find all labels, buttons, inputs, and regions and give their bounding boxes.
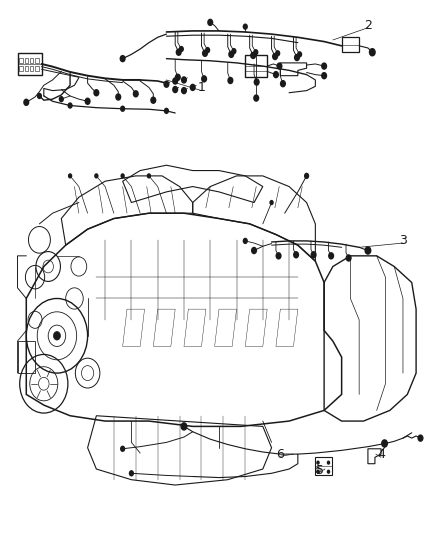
Text: 3: 3 bbox=[399, 235, 407, 247]
Bar bbox=[25, 58, 28, 63]
Bar bbox=[30, 66, 33, 71]
Circle shape bbox=[304, 173, 309, 179]
Circle shape bbox=[176, 49, 182, 56]
Circle shape bbox=[231, 48, 237, 54]
Circle shape bbox=[364, 246, 371, 255]
Circle shape bbox=[228, 51, 234, 58]
Circle shape bbox=[120, 106, 125, 112]
Circle shape bbox=[93, 89, 99, 96]
Circle shape bbox=[327, 461, 330, 465]
Circle shape bbox=[120, 446, 125, 452]
Circle shape bbox=[369, 48, 376, 56]
Circle shape bbox=[190, 84, 196, 91]
Circle shape bbox=[68, 173, 72, 179]
Circle shape bbox=[254, 78, 260, 86]
Bar bbox=[18, 53, 42, 75]
Circle shape bbox=[85, 98, 91, 105]
Bar bbox=[35, 66, 39, 71]
Circle shape bbox=[133, 90, 139, 98]
Circle shape bbox=[243, 238, 248, 244]
Bar bbox=[19, 66, 23, 71]
Circle shape bbox=[243, 23, 248, 30]
Circle shape bbox=[275, 50, 280, 56]
Circle shape bbox=[276, 62, 283, 70]
Circle shape bbox=[294, 54, 300, 61]
Circle shape bbox=[53, 332, 60, 340]
Bar bbox=[35, 58, 39, 63]
Circle shape bbox=[328, 252, 334, 260]
Circle shape bbox=[150, 96, 156, 104]
Circle shape bbox=[311, 251, 317, 259]
Circle shape bbox=[207, 19, 213, 26]
Circle shape bbox=[147, 173, 151, 179]
Circle shape bbox=[381, 439, 388, 448]
Circle shape bbox=[129, 470, 134, 477]
Circle shape bbox=[272, 53, 278, 60]
Circle shape bbox=[172, 77, 178, 85]
Circle shape bbox=[163, 80, 170, 88]
Circle shape bbox=[201, 75, 207, 83]
Bar bbox=[25, 66, 28, 71]
Circle shape bbox=[23, 99, 29, 106]
Bar bbox=[342, 37, 359, 52]
Circle shape bbox=[327, 470, 330, 474]
Text: 5: 5 bbox=[316, 464, 324, 477]
Circle shape bbox=[205, 47, 210, 53]
Bar bbox=[19, 58, 23, 63]
Circle shape bbox=[346, 254, 352, 262]
Circle shape bbox=[172, 86, 178, 93]
Bar bbox=[30, 58, 33, 63]
Circle shape bbox=[316, 461, 320, 465]
Circle shape bbox=[115, 93, 121, 101]
Circle shape bbox=[321, 72, 327, 79]
Circle shape bbox=[179, 46, 184, 52]
Circle shape bbox=[253, 49, 258, 55]
Circle shape bbox=[94, 173, 99, 179]
Bar bbox=[245, 55, 267, 77]
Circle shape bbox=[227, 77, 233, 84]
Circle shape bbox=[417, 434, 424, 442]
Circle shape bbox=[180, 422, 187, 431]
Circle shape bbox=[120, 173, 125, 179]
Text: 6: 6 bbox=[276, 448, 284, 461]
Text: 4: 4 bbox=[377, 448, 385, 461]
Circle shape bbox=[164, 108, 169, 114]
Circle shape bbox=[293, 251, 299, 259]
Circle shape bbox=[273, 71, 279, 78]
Circle shape bbox=[276, 252, 282, 260]
Circle shape bbox=[181, 76, 187, 84]
Circle shape bbox=[120, 55, 126, 62]
Bar bbox=[315, 457, 332, 475]
Text: 2: 2 bbox=[364, 19, 372, 32]
Text: 1: 1 bbox=[198, 82, 205, 94]
Circle shape bbox=[297, 51, 302, 58]
Circle shape bbox=[175, 74, 181, 81]
Circle shape bbox=[250, 52, 256, 59]
Circle shape bbox=[321, 62, 327, 70]
Circle shape bbox=[67, 102, 73, 109]
Circle shape bbox=[202, 50, 208, 57]
Circle shape bbox=[37, 93, 42, 99]
Circle shape bbox=[280, 80, 286, 87]
Circle shape bbox=[316, 470, 320, 474]
Circle shape bbox=[251, 247, 257, 254]
Circle shape bbox=[59, 96, 64, 102]
Circle shape bbox=[181, 87, 187, 94]
Circle shape bbox=[253, 94, 259, 102]
Circle shape bbox=[269, 200, 274, 205]
